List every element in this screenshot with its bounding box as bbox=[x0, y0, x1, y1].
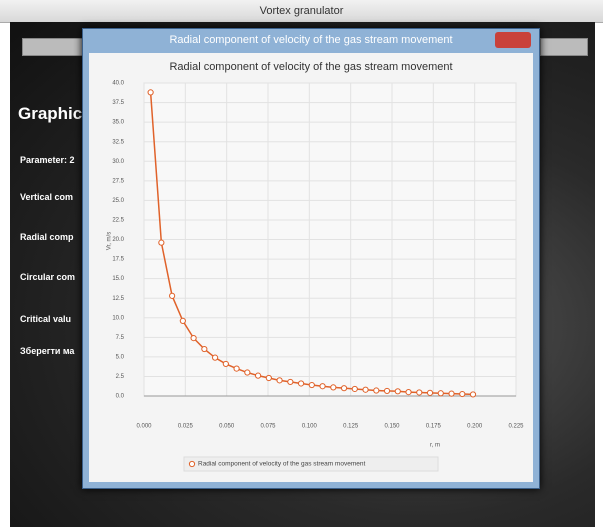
x-tick-label: 0.175 bbox=[426, 424, 442, 430]
dialog: Radial component of velocity of the gas … bbox=[82, 28, 540, 489]
heading: Graphic bbox=[18, 104, 82, 124]
data-point bbox=[395, 389, 400, 394]
data-point bbox=[320, 384, 325, 389]
x-tick-label: 0.025 bbox=[178, 424, 194, 430]
data-point bbox=[288, 379, 293, 384]
panel-label: Radial comp bbox=[20, 232, 74, 242]
window-title: Vortex granulator bbox=[0, 0, 603, 23]
panel-label: Critical valu bbox=[20, 314, 71, 324]
button[interactable] bbox=[22, 38, 86, 56]
x-tick-label: 0.050 bbox=[219, 424, 235, 430]
data-point bbox=[255, 373, 260, 378]
data-point bbox=[363, 387, 368, 392]
panel-label: Circular com bbox=[20, 272, 75, 282]
y-tick-label: 40.0 bbox=[112, 81, 124, 87]
x-tick-label: 0.075 bbox=[260, 424, 276, 430]
y-tick-label: 22.5 bbox=[112, 218, 124, 224]
data-point bbox=[212, 355, 217, 360]
y-tick-label: 12.5 bbox=[112, 296, 124, 302]
dialog-title: Radial component of velocity of the gas … bbox=[83, 29, 539, 51]
y-tick-label: 37.5 bbox=[112, 100, 124, 106]
data-point bbox=[417, 390, 422, 395]
data-point bbox=[460, 391, 465, 396]
x-tick-label: 0.125 bbox=[343, 424, 359, 430]
y-tick-label: 7.5 bbox=[116, 335, 125, 341]
y-tick-label: 0.0 bbox=[116, 394, 125, 400]
panel-label: Vertical com bbox=[20, 192, 73, 202]
screen: Vortex granulator Graphic Parameter: 2 Ve… bbox=[0, 0, 603, 531]
data-point bbox=[277, 378, 282, 383]
button[interactable] bbox=[540, 38, 588, 56]
y-tick-label: 35.0 bbox=[112, 120, 124, 126]
data-point bbox=[223, 361, 228, 366]
data-point bbox=[170, 293, 175, 298]
data-point bbox=[341, 386, 346, 391]
legend-marker bbox=[189, 461, 194, 466]
panel-label: Parameter: 2 bbox=[20, 155, 75, 165]
y-tick-label: 5.0 bbox=[116, 354, 125, 360]
data-point bbox=[309, 382, 314, 387]
y-tick-label: 27.5 bbox=[112, 178, 124, 184]
y-tick-label: 17.5 bbox=[112, 257, 124, 263]
data-point bbox=[384, 388, 389, 393]
data-point bbox=[266, 375, 271, 380]
data-point bbox=[470, 392, 475, 397]
data-point bbox=[234, 366, 239, 371]
x-tick-label: 0.000 bbox=[136, 424, 152, 430]
panel-label: Зберегти ма bbox=[20, 346, 74, 356]
data-point bbox=[406, 389, 411, 394]
y-tick-label: 15.0 bbox=[112, 276, 124, 282]
data-point bbox=[159, 240, 164, 245]
y-tick-label: 2.5 bbox=[116, 374, 125, 380]
x-tick-label: 0.200 bbox=[467, 424, 483, 430]
y-tick-label: 10.0 bbox=[112, 315, 124, 321]
chart-title: Radial component of velocity of the gas … bbox=[169, 61, 452, 73]
y-tick-label: 25.0 bbox=[112, 198, 124, 204]
data-point bbox=[352, 386, 357, 391]
x-axis-label: r, m bbox=[430, 443, 440, 449]
data-point bbox=[427, 390, 432, 395]
x-tick-label: 0.225 bbox=[508, 424, 524, 430]
data-point bbox=[245, 370, 250, 375]
data-point bbox=[374, 388, 379, 393]
legend-label: Radial component of velocity of the gas … bbox=[198, 461, 365, 468]
y-tick-label: 20.0 bbox=[112, 237, 124, 243]
x-tick-label: 0.150 bbox=[384, 424, 400, 430]
data-point bbox=[331, 385, 336, 390]
data-point bbox=[202, 346, 207, 351]
data-point bbox=[298, 381, 303, 386]
data-point bbox=[180, 318, 185, 323]
data-point bbox=[148, 90, 153, 95]
close-button[interactable] bbox=[495, 32, 531, 48]
chart: Radial component of velocity of the gas … bbox=[89, 53, 533, 482]
y-tick-label: 32.5 bbox=[112, 139, 124, 145]
data-point bbox=[449, 391, 454, 396]
data-point bbox=[191, 335, 196, 340]
x-tick-label: 0.100 bbox=[302, 424, 318, 430]
y-tick-label: 30.0 bbox=[112, 159, 124, 165]
data-point bbox=[438, 391, 443, 396]
